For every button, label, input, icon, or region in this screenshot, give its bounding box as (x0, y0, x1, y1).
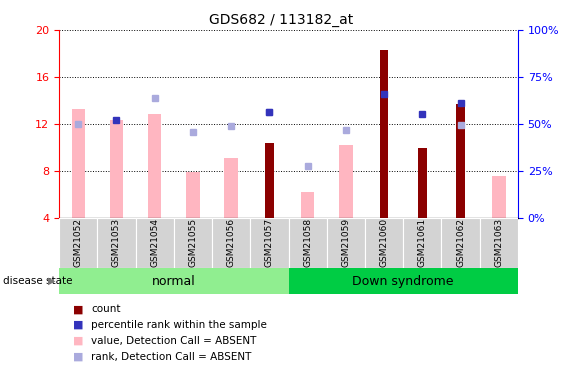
Text: normal: normal (152, 275, 196, 288)
Text: GSM21059: GSM21059 (341, 218, 350, 267)
Bar (72, 108, 85, 217)
Text: GSM21052: GSM21052 (74, 218, 83, 267)
Bar (301, 192, 314, 217)
Bar (441, 217, 480, 268)
Bar (327, 217, 365, 268)
Bar (136, 217, 174, 268)
Bar (148, 114, 162, 218)
Text: rank, Detection Call = ABSENT: rank, Detection Call = ABSENT (91, 352, 252, 362)
Bar (288, 217, 327, 268)
Bar (339, 145, 352, 218)
Bar (212, 217, 251, 268)
Text: GSM21056: GSM21056 (227, 218, 236, 267)
Bar (480, 217, 518, 268)
Text: percentile rank within the sample: percentile rank within the sample (91, 320, 267, 330)
Text: GSM21062: GSM21062 (456, 218, 465, 267)
Text: value, Detection Call = ABSENT: value, Detection Call = ABSENT (91, 336, 257, 346)
Bar (288, 268, 518, 294)
Text: GDS682 / 113182_at: GDS682 / 113182_at (209, 13, 354, 27)
Text: disease state: disease state (3, 276, 72, 286)
Text: ■: ■ (73, 336, 84, 346)
Text: GSM21053: GSM21053 (112, 218, 121, 267)
Text: GSM21057: GSM21057 (265, 218, 274, 267)
Text: ▶: ▶ (48, 276, 55, 286)
Bar (186, 172, 200, 217)
Bar (365, 217, 403, 268)
Bar (418, 148, 427, 217)
Bar (251, 217, 288, 268)
Text: GSM21061: GSM21061 (418, 218, 427, 267)
Text: ■: ■ (73, 320, 84, 330)
Bar (457, 104, 465, 218)
Bar (97, 217, 136, 268)
Text: ■: ■ (73, 304, 84, 314)
Bar (110, 120, 123, 218)
Bar (225, 158, 238, 218)
Text: GSM21054: GSM21054 (150, 218, 159, 267)
Bar (59, 217, 97, 268)
Text: ■: ■ (73, 352, 84, 362)
Text: GSM21060: GSM21060 (379, 218, 388, 267)
Bar (380, 50, 388, 217)
Bar (403, 217, 441, 268)
Bar (174, 217, 212, 268)
Text: GSM21058: GSM21058 (303, 218, 312, 267)
Bar (492, 177, 506, 218)
Text: Down syndrome: Down syndrome (352, 275, 454, 288)
Text: GSM21063: GSM21063 (494, 218, 503, 267)
Text: GSM21055: GSM21055 (189, 218, 198, 267)
Bar (59, 268, 288, 294)
Text: count: count (91, 304, 120, 314)
Bar (265, 142, 274, 218)
